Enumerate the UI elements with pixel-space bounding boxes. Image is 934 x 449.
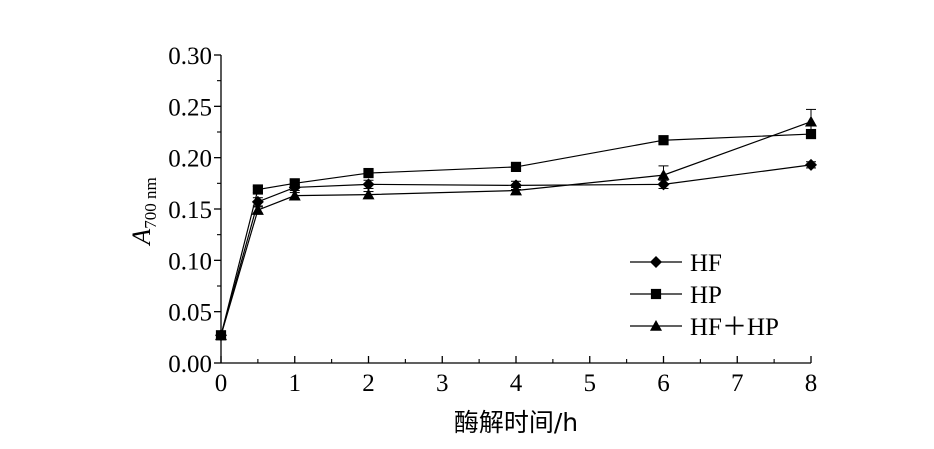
data-point-triangle bbox=[657, 169, 670, 180]
x-tick-label: 3 bbox=[436, 370, 449, 397]
y-tick-label: 0.00 bbox=[168, 351, 212, 378]
series-triangle bbox=[215, 108, 817, 341]
y-tick-label: 0.20 bbox=[168, 146, 212, 173]
data-point-square bbox=[650, 288, 662, 300]
y-tick-label: 0.15 bbox=[168, 197, 212, 224]
series-line bbox=[220, 121, 812, 336]
data-point-triangle bbox=[215, 329, 227, 341]
x-axis-label: 酶解时间/h bbox=[454, 408, 578, 437]
data-point-diamond bbox=[362, 178, 375, 191]
data-point-triangle bbox=[805, 115, 817, 127]
x-tick-label: 5 bbox=[584, 370, 597, 397]
data-point-square bbox=[658, 135, 669, 146]
data-point-square bbox=[289, 178, 300, 189]
data-point-diamond bbox=[650, 256, 662, 268]
legend-label: HF＋HP bbox=[690, 314, 779, 341]
y-tick-label: 0.25 bbox=[168, 94, 212, 121]
legend-item: HF＋HP bbox=[630, 314, 779, 341]
data-point-triangle bbox=[362, 188, 375, 200]
y-axis-label: A700 nm bbox=[127, 177, 160, 246]
legend: HF HP HF＋HP bbox=[630, 250, 779, 341]
series-layer bbox=[215, 108, 817, 342]
data-point-diamond bbox=[251, 195, 264, 208]
x-tick-label: 4 bbox=[510, 370, 523, 397]
x-tick-label: 7 bbox=[731, 370, 744, 397]
y-tick-label: 0.05 bbox=[168, 300, 212, 327]
axis-labels: A700 nm 酶解时间/h bbox=[127, 177, 578, 437]
y-axis-label-sub: 700 nm bbox=[141, 177, 160, 228]
y-tick-label: 0.30 bbox=[168, 43, 212, 70]
legend-label: HP bbox=[690, 282, 722, 309]
x-tick-label: 8 bbox=[805, 370, 818, 397]
data-point-diamond bbox=[805, 158, 817, 171]
x-tick-label: 2 bbox=[362, 370, 375, 397]
axes: 0.00 0.05 0.10 0.15 0.20 0.25 0.30 0 1 2 3 4 5 6 7 8 bbox=[168, 43, 817, 397]
y-axis-label-main: A bbox=[127, 229, 156, 247]
legend-item: HF bbox=[630, 250, 722, 277]
legend-label: HF bbox=[690, 250, 722, 277]
x-tick-label: 6 bbox=[657, 370, 670, 397]
data-point-square bbox=[363, 167, 374, 179]
data-point-square bbox=[252, 184, 263, 195]
data-point-triangle bbox=[510, 184, 522, 196]
data-point-triangle bbox=[251, 204, 264, 215]
x-tick-label: 1 bbox=[289, 370, 302, 397]
series-square bbox=[215, 128, 817, 341]
legend-item: HP bbox=[630, 282, 722, 309]
data-point-square bbox=[510, 161, 522, 173]
x-tick-label: 0 bbox=[215, 370, 228, 397]
data-point-triangle bbox=[288, 189, 301, 201]
data-point-triangle bbox=[650, 320, 662, 331]
y-tick-label: 0.10 bbox=[168, 248, 212, 275]
